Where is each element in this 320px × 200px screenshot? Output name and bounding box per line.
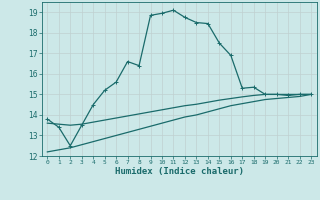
X-axis label: Humidex (Indice chaleur): Humidex (Indice chaleur) [115,167,244,176]
